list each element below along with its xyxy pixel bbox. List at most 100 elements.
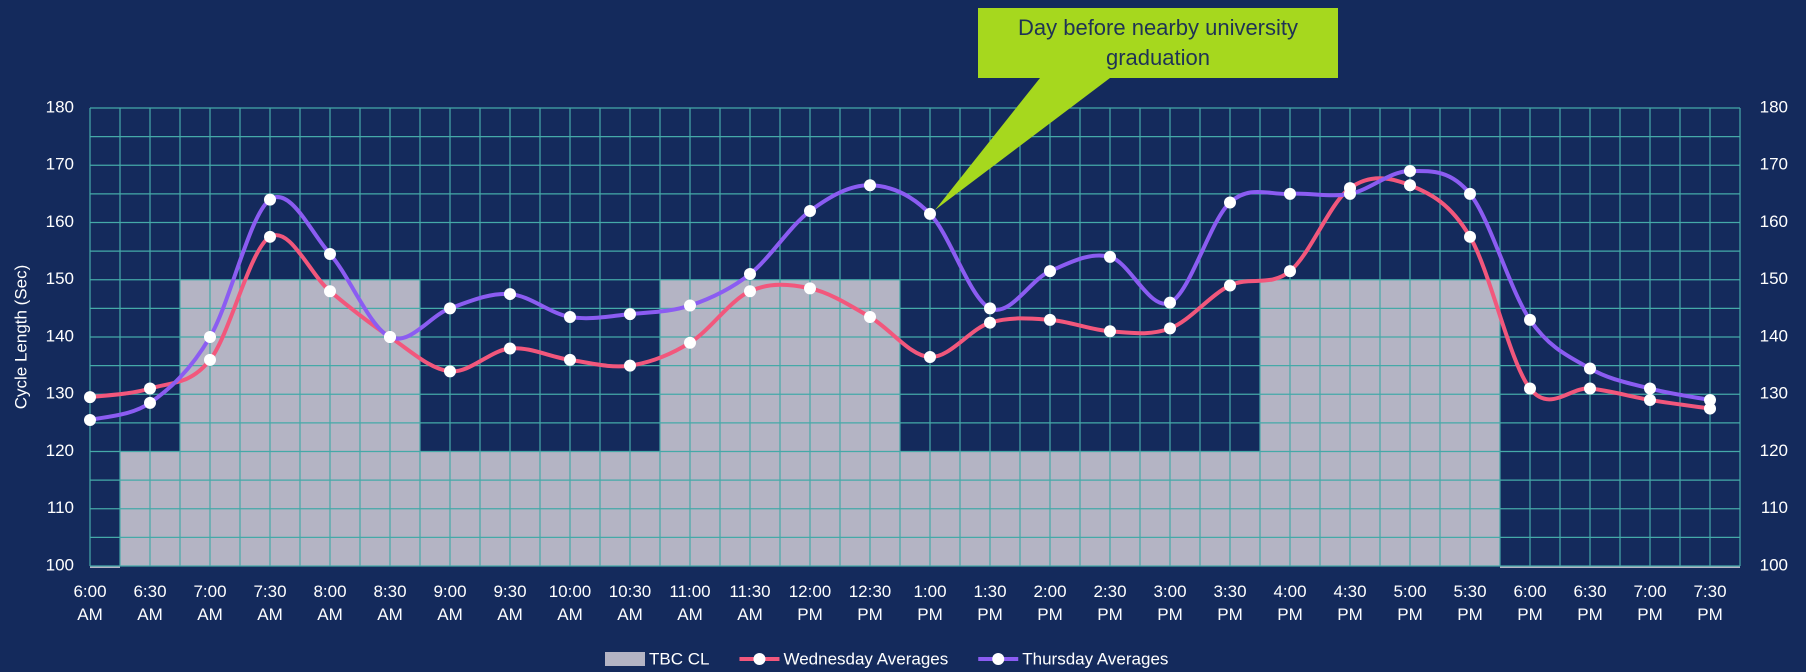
point bbox=[804, 205, 816, 218]
point bbox=[984, 302, 996, 315]
point bbox=[1464, 187, 1476, 200]
bar bbox=[1620, 566, 1680, 568]
y-tick-label: 180 bbox=[46, 97, 74, 116]
point bbox=[204, 353, 216, 366]
point bbox=[444, 365, 456, 378]
x-tick-label: 7:30 AM bbox=[253, 582, 286, 624]
annotation: Day before nearby university graduation bbox=[1017, 15, 1299, 70]
point bbox=[444, 302, 456, 315]
point bbox=[84, 414, 96, 427]
point bbox=[1224, 279, 1236, 292]
y-tick-label: 140 bbox=[46, 326, 74, 345]
point bbox=[744, 268, 756, 281]
x-tick-label: 5:00 PM bbox=[1393, 582, 1426, 624]
y-tick-label: 100 bbox=[46, 555, 74, 574]
y2-tick-label: 100 bbox=[1760, 555, 1788, 574]
line bbox=[89, 176, 1711, 411]
point bbox=[1284, 187, 1296, 200]
point bbox=[1104, 325, 1116, 338]
point bbox=[264, 193, 276, 206]
y2-tick-label: 140 bbox=[1760, 326, 1788, 345]
point bbox=[1224, 196, 1236, 209]
point bbox=[864, 310, 876, 323]
point bbox=[1644, 382, 1656, 395]
y-tick-label: 160 bbox=[46, 212, 74, 231]
bar bbox=[1560, 566, 1620, 568]
point bbox=[924, 351, 936, 364]
point bbox=[1524, 313, 1536, 326]
point bbox=[1464, 230, 1476, 243]
point bbox=[1644, 393, 1656, 406]
point bbox=[324, 285, 336, 298]
x-tick-label: 8:30 AM bbox=[373, 582, 406, 624]
point bbox=[1164, 296, 1176, 309]
point bbox=[1524, 382, 1536, 395]
x-tick-label: 10:00 AM bbox=[549, 582, 592, 624]
x-tick-label: 2:00 PM bbox=[1033, 582, 1066, 624]
point bbox=[1404, 164, 1416, 177]
y2-tick-label: 180 bbox=[1760, 97, 1788, 116]
x-tick-label: 1:30 PM bbox=[973, 582, 1006, 624]
y-axis-label: Cycle Length (Sec) bbox=[11, 265, 30, 410]
point bbox=[624, 308, 636, 321]
point bbox=[504, 342, 516, 355]
x-tick-label: 11:00 AM bbox=[669, 582, 710, 624]
x-tick-label: 12:00 PM bbox=[789, 582, 832, 624]
x-tick-label: 10:30 AM bbox=[609, 582, 652, 624]
x-tick-label: 2:30 PM bbox=[1093, 582, 1126, 624]
x-tick-label: 4:00 PM bbox=[1273, 582, 1306, 624]
y2-tick-label: 160 bbox=[1760, 212, 1788, 231]
y-tick-label: 130 bbox=[46, 384, 74, 403]
x-tick-label: 3:00 PM bbox=[1153, 582, 1186, 624]
point bbox=[564, 353, 576, 366]
x-tick-label: 7:00 PM bbox=[1633, 582, 1666, 624]
y-tick-label: 120 bbox=[46, 441, 74, 460]
x-tick-label: 6:30 AM bbox=[133, 582, 166, 624]
point bbox=[144, 396, 156, 409]
point bbox=[924, 207, 936, 220]
point bbox=[624, 359, 636, 372]
point bbox=[84, 391, 96, 404]
point bbox=[744, 285, 756, 298]
x-tick-label: 7:30 PM bbox=[1693, 582, 1726, 624]
point bbox=[984, 316, 996, 329]
y2-tick-label: 150 bbox=[1760, 269, 1788, 288]
x-tick-label: 9:00 AM bbox=[433, 582, 466, 624]
point bbox=[204, 331, 216, 343]
point bbox=[504, 288, 516, 301]
point bbox=[1584, 382, 1596, 395]
y-tick-label: 150 bbox=[46, 269, 74, 288]
y2-tick-label: 110 bbox=[1761, 498, 1788, 517]
y2-tick-label: 170 bbox=[1760, 155, 1788, 174]
point bbox=[1104, 250, 1116, 263]
y-tick-label: 170 bbox=[46, 155, 74, 174]
point bbox=[684, 336, 696, 349]
callout-box bbox=[978, 8, 1338, 78]
x-tick-label: 6:00 PM bbox=[1513, 582, 1546, 624]
point bbox=[1344, 187, 1356, 200]
legend-swatch bbox=[753, 653, 766, 665]
legend-label: Wednesday Averages bbox=[783, 649, 948, 668]
legend-swatch bbox=[605, 652, 645, 666]
legend-label: TBC CL bbox=[649, 649, 709, 668]
point bbox=[804, 282, 816, 295]
legend-label: Thursday Averages bbox=[1022, 649, 1168, 668]
point bbox=[264, 230, 276, 243]
point bbox=[144, 382, 156, 395]
point bbox=[1404, 179, 1416, 192]
point bbox=[1044, 265, 1056, 278]
x-tick-label: 6:00 AM bbox=[73, 582, 106, 624]
x-tick-label: 7:00 AM bbox=[193, 582, 226, 624]
callout-pointer bbox=[935, 78, 1110, 210]
point bbox=[324, 247, 336, 260]
point bbox=[384, 331, 396, 343]
x-tick-label: 3:30 PM bbox=[1213, 582, 1246, 624]
x-tick-label: 6:30 PM bbox=[1573, 582, 1606, 624]
x-tick-label: 9:30 AM bbox=[493, 582, 526, 624]
point bbox=[1704, 402, 1716, 415]
point bbox=[684, 299, 696, 312]
bar bbox=[1500, 566, 1560, 568]
point bbox=[1044, 313, 1056, 326]
